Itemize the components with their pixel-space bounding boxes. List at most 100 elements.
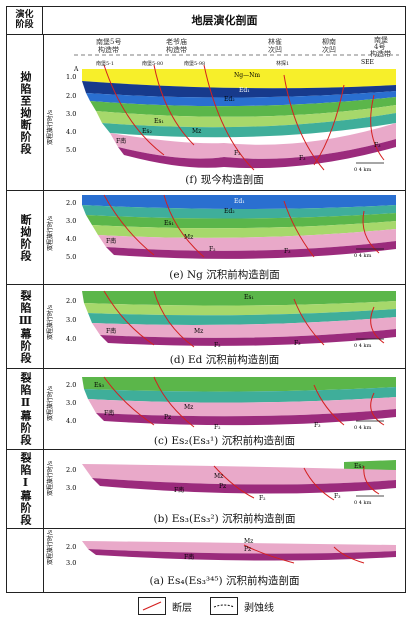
lbl-mz: Mz	[184, 404, 193, 411]
layer-ed1	[82, 81, 396, 98]
scale-text: 0 4 km	[354, 343, 372, 349]
section-b: 裂陷Ⅰ幕阶段 双程旅行时/s 2.0 3.0 Es₃ Mz	[7, 450, 405, 529]
lbl-f2: F₂	[214, 342, 221, 349]
stage-b-text: 裂陷Ⅰ幕阶段	[19, 452, 32, 526]
fault-3	[293, 298, 325, 346]
lbl-ed2: Ed₂	[224, 208, 235, 215]
stage-label: 裂陷Ⅰ幕阶段	[7, 450, 44, 528]
faults	[103, 194, 380, 258]
erosion-swatch-icon	[213, 604, 235, 608]
layer-pz	[88, 549, 396, 561]
profile-panel-e: 双程旅行时/s 2.0 3.0 4.0 5.0	[44, 191, 405, 284]
ticks: 1.0 2.0 3.0 4.0 5.0	[66, 73, 76, 154]
legend-fault-text: 断层	[172, 602, 192, 614]
section-b-svg: 双程旅行时/s 2.0 3.0 Es₃ Mz Pz F南	[46, 460, 396, 506]
strata-labels: Es₃ Mz Pz F南 F₂ F₃	[94, 382, 321, 431]
fault-3	[283, 200, 315, 258]
section-d: 裂陷Ⅲ幕阶段 双程旅行时/s 2.0 3.0 4.0	[7, 285, 405, 369]
loc-5c: 构造带	[370, 49, 391, 58]
scale-bar: 0 4 km	[354, 420, 384, 431]
lbl-mz: Mz	[194, 328, 203, 335]
scale-text: 0 4 km	[354, 500, 372, 506]
scale-bar: 0 4 km	[354, 495, 384, 506]
caption-c: (c) Es₂(Es₃¹) 沉积前构造剖面	[153, 435, 296, 447]
lbl-es1: Es₁	[154, 118, 164, 125]
strata-labels: Es₁ Mz F南 F₂ F₃	[106, 294, 301, 349]
fault-1	[103, 64, 165, 156]
scale-text: 0 4 km	[354, 425, 372, 431]
tick-3: 4.0	[66, 335, 76, 343]
profile-column-header: 地层演化剖面	[191, 14, 258, 27]
legend: 断层 剥蚀线	[0, 597, 410, 619]
layer-mz	[98, 229, 396, 251]
caption-a: (a) Es₄(Es₃³⁴⁵) 沉积前构造剖面	[149, 575, 300, 587]
ticks: 2.0 3.0	[66, 543, 76, 567]
section-f-svg: 南堡5号 构造带 老爷庙 构造带 林雀 次凹 柳南 次凹 南堡 4号 构造带 S…	[46, 35, 399, 173]
lbl-f3: F₃	[334, 493, 341, 500]
scale-bar: 0 4 km	[354, 248, 384, 259]
legend-erosion-text: 剥蚀线	[244, 602, 274, 614]
fault-1	[103, 194, 155, 256]
lbl-pz: Pz	[219, 483, 226, 490]
layer-ed2	[82, 205, 396, 219]
fault-4	[283, 74, 325, 171]
fault-2	[163, 194, 205, 258]
fault-6	[370, 94, 385, 161]
loc-5a: 南堡	[374, 35, 388, 44]
tick-2: 2.0	[66, 92, 76, 100]
lbl-ng: Ng—Nm	[234, 72, 260, 79]
fault-1	[243, 544, 295, 564]
tick-4: 5.0	[66, 253, 76, 261]
stage-label: 裂陷Ⅱ幕阶段	[7, 369, 44, 449]
fault-swatch-line	[142, 601, 162, 611]
profile-panel-c: 双程旅行时/s 2.0 3.0 4.0 Es₃ M	[44, 369, 405, 449]
section-e: 断拗阶段 双程旅行时/s 2.0 3.0 4.0 5.0	[7, 191, 405, 285]
layer-es3	[88, 309, 396, 325]
tick-2: 3.0	[66, 399, 76, 407]
section-a: 双程旅行时/s 2.0 3.0 Mz Pz F南 (a) Es₄(Es₃³⁴⁵)…	[7, 529, 405, 592]
fault-2	[333, 546, 365, 564]
lbl-f-nan: F南	[106, 237, 116, 245]
lbl-f2: F₂	[209, 246, 216, 253]
well-1: 南堡5-1	[96, 60, 114, 67]
profile-panel-f: 南堡5号 构造带 老爷庙 构造带 林雀 次凹 柳南 次凹 南堡 4号 构造带 S…	[44, 35, 405, 190]
fault-2	[153, 376, 195, 428]
tick-2: 3.0	[66, 316, 76, 324]
faults	[103, 376, 385, 428]
ticks: 2.0 3.0 4.0	[66, 297, 76, 343]
tick-2: 3.0	[66, 484, 76, 492]
layer-es3	[102, 113, 396, 138]
loc-5b: 4号	[374, 43, 385, 51]
loc-2b: 构造带	[166, 45, 187, 54]
stage-label	[7, 529, 44, 592]
faults	[103, 64, 385, 171]
strata-labels: Ed₁ Ed₂ Es₁ Mz F南 F₂ F₃	[106, 198, 291, 255]
lbl-f3: F₃	[294, 340, 301, 347]
scale-bar: 0 4 km	[354, 162, 384, 173]
stage-header-line1: 演化	[15, 10, 34, 20]
lbl-es3: Es₃	[94, 382, 104, 389]
layer-es1	[90, 97, 396, 117]
layer-ng	[82, 69, 396, 89]
well-4: 林探1	[276, 60, 289, 67]
lbl-f3b: F₃	[374, 142, 381, 149]
figure-frame: 演化 阶段 地层演化剖面 拗陷至拗断阶段 南堡5号 构造带 老爷庙 构造带 林雀…	[6, 6, 406, 593]
axis-label: 双程旅行时/s	[46, 110, 54, 145]
stage-header-line2: 阶段	[15, 20, 34, 30]
tick-3: 3.0	[66, 110, 76, 118]
tick-1: 1.0	[66, 73, 76, 81]
axis-label: 双程旅行时/s	[46, 386, 54, 421]
table-header: 演化 阶段 地层演化剖面	[7, 7, 405, 35]
lbl-f-nan: F南	[174, 486, 184, 494]
layer-ed2	[86, 91, 396, 107]
loc-1b: 构造带	[98, 45, 119, 54]
fault-3	[313, 384, 345, 426]
loc-4b: 次凹	[322, 45, 336, 54]
fault-2	[153, 290, 195, 348]
fault-1	[103, 376, 155, 426]
ticks: 2.0 3.0 4.0 5.0	[66, 199, 76, 261]
section-a-svg: 双程旅行时/s 2.0 3.0 Mz Pz F南	[46, 530, 396, 567]
faults	[243, 544, 365, 564]
tick-3: 4.0	[66, 235, 76, 243]
fault-4	[370, 392, 385, 426]
